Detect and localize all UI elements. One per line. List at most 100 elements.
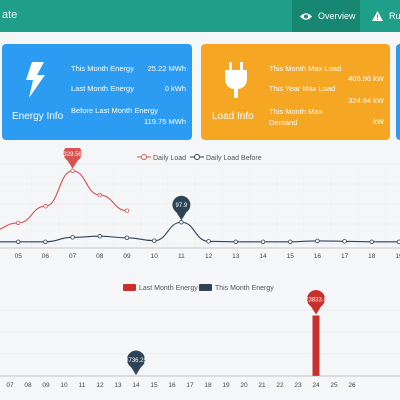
tab-overview-label: Overview xyxy=(318,11,356,21)
x-tick-label: 17 xyxy=(186,382,194,389)
legend-this-month-energy[interactable]: This Month Energy xyxy=(199,284,274,292)
energy-info-title: Energy Info xyxy=(12,111,64,122)
x-tick-label: 08 xyxy=(96,253,104,260)
this-month-max-load-value: 406.96 kW xyxy=(348,74,384,83)
legend-daily-load[interactable]: Daily Load xyxy=(137,154,186,163)
x-tick-label: 18 xyxy=(204,382,212,389)
this-month-max-load-label: This Month Max Load xyxy=(269,64,342,73)
this-month-max-demand-label: This Month Max Demand xyxy=(269,107,323,127)
load-info-card: Load Info This Month Max Load 406.96 kW … xyxy=(201,44,390,140)
top-bar: ate Overview Ru xyxy=(0,0,400,32)
chart1-grid xyxy=(0,163,400,248)
chart1-x-axis: 05 06 07 08 09 10 11 12 13 14 15 16 17 18 19 xyxy=(0,247,400,260)
x-tick-label: 07 xyxy=(6,382,14,389)
tab-run-label: Ru xyxy=(389,11,400,21)
x-tick-label: 12 xyxy=(96,382,104,389)
legend-last-month-energy-label: Last Month Energy xyxy=(139,285,198,292)
bar xyxy=(312,315,320,376)
chart1-markers: 329.56 97.9 xyxy=(63,148,191,221)
x-tick-label: 26 xyxy=(348,382,356,389)
legend-daily-load-label: Daily Load xyxy=(153,155,186,162)
data-point xyxy=(288,239,293,244)
lightning-bolt-icon xyxy=(24,62,46,103)
tab-run[interactable]: Ru xyxy=(364,0,400,32)
x-tick-label: 07 xyxy=(69,253,77,260)
last-month-energy-label: Last Month Energy xyxy=(71,84,134,93)
x-tick-label: 09 xyxy=(42,382,50,389)
x-tick-label: 21 xyxy=(258,382,266,389)
data-point xyxy=(369,239,374,244)
x-tick-label: 12 xyxy=(205,253,213,260)
x-tick-label: 16 xyxy=(314,253,322,260)
value-marker[interactable]: 23833.8 xyxy=(305,290,328,315)
chart2-markers: 23833.8 8736.25 xyxy=(125,290,328,375)
before-last-month-energy-value: 119.75 MWh xyxy=(144,117,186,126)
series-line-1 xyxy=(0,221,399,243)
legend-daily-load-before[interactable]: Daily Load Before xyxy=(190,154,262,163)
this-month-energy-label: This Month Energy xyxy=(71,64,134,73)
data-point xyxy=(151,238,157,243)
x-tick-label: 14 xyxy=(132,382,140,389)
x-tick-label: 20 xyxy=(240,382,248,389)
chart2-series xyxy=(312,315,320,376)
data-point xyxy=(315,238,320,244)
peak-marker[interactable]: 329.56 xyxy=(63,148,82,169)
chart1-series xyxy=(0,168,400,244)
x-tick-label: 17 xyxy=(341,253,349,260)
data-point xyxy=(16,239,21,244)
x-tick-label: 06 xyxy=(42,253,50,260)
value-marker-label: 23833.8 xyxy=(305,298,327,304)
tab-overview[interactable]: Overview xyxy=(292,0,360,32)
this-month-max-demand-value: kW xyxy=(373,117,384,126)
x-tick-label: 10 xyxy=(151,253,159,260)
series-line-0 xyxy=(0,170,128,230)
data-point xyxy=(179,220,184,225)
data-point xyxy=(206,239,211,244)
data-point xyxy=(396,239,400,244)
this-year-max-load-value: 324.64 kW xyxy=(348,96,384,105)
load-info-title: Load Info xyxy=(212,111,254,122)
value-marker-label: 8736.25 xyxy=(125,358,147,364)
x-tick-label: 18 xyxy=(368,253,376,260)
next-card-edge xyxy=(396,44,400,140)
legend-daily-load-before-label: Daily Load Before xyxy=(206,155,262,162)
x-tick-label: 16 xyxy=(168,382,176,389)
data-point xyxy=(97,192,102,198)
data-point xyxy=(260,239,266,244)
chart1-legend: Daily Load Daily Load Before xyxy=(137,154,262,163)
legend-last-month-energy[interactable]: Last Month Energy xyxy=(123,284,198,292)
x-tick-label: 19 xyxy=(395,253,400,260)
x-tick-label: 19 xyxy=(222,382,230,389)
chart2-legend: Last Month Energy This Month Energy xyxy=(123,284,274,292)
x-tick-label: 10 xyxy=(60,382,68,389)
this-year-max-load-label: This Year Max Load xyxy=(269,84,336,93)
x-tick-label: 14 xyxy=(259,253,267,260)
data-point xyxy=(342,239,347,244)
data-point xyxy=(124,208,130,213)
x-tick-label: 24 xyxy=(312,382,320,389)
data-point xyxy=(16,220,21,226)
x-tick-label: 05 xyxy=(15,253,23,260)
data-point xyxy=(43,239,48,244)
data-point xyxy=(124,235,130,240)
x-tick-label: 13 xyxy=(114,382,122,389)
data-point xyxy=(97,234,102,239)
data-point xyxy=(43,204,48,209)
this-month-energy-value: 25.22 MWh xyxy=(147,64,186,73)
x-tick-label: 08 xyxy=(24,382,32,389)
x-tick-label: 15 xyxy=(150,382,158,389)
chart2-x-axis: 07 08 09 10 11 12 13 14 15 16 17 18 19 20 21 22 23 24 25 26 xyxy=(0,375,400,389)
value-marker[interactable]: 8736.25 xyxy=(125,350,148,375)
energy-info-card: Energy Info This Month Energy 25.22 MWh … xyxy=(2,44,192,140)
x-tick-label: 09 xyxy=(123,253,131,260)
page-title: ate xyxy=(2,9,18,21)
chart2-grid xyxy=(0,309,400,377)
monthly-energy-chart: Last Month Energy This Month Energy 07 08… xyxy=(0,284,400,389)
data-point xyxy=(233,239,238,244)
peak-marker[interactable]: 97.9 xyxy=(172,195,191,221)
warning-icon xyxy=(372,11,383,21)
x-tick-label: 25 xyxy=(330,382,338,389)
eye-icon xyxy=(300,12,312,21)
x-tick-label: 22 xyxy=(276,382,284,389)
daily-load-chart: Daily Load Daily Load Before 05 06 07 08 09 1… xyxy=(0,148,400,260)
